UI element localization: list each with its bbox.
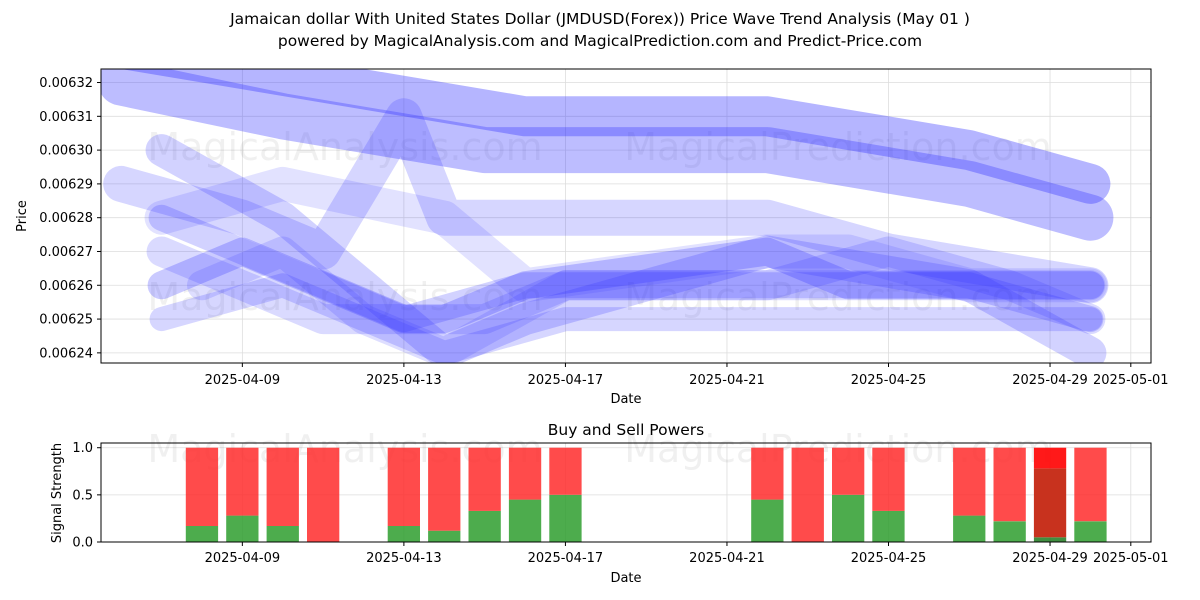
price-x-tick-label: 2025-04-29 <box>1012 373 1088 388</box>
buy-power-bar <box>751 499 784 542</box>
price-x-tick-label: 2025-04-21 <box>689 373 765 388</box>
signal-x-tick-label: 2025-04-13 <box>366 551 442 566</box>
price-x-tick-label: 2025-04-09 <box>205 373 281 388</box>
sell-power-bar <box>1033 447 1067 469</box>
price-wave-line <box>146 236 1106 335</box>
sell-power-bar <box>508 447 542 500</box>
price-y-tick-label: 0.00632 <box>39 76 93 91</box>
price-grid <box>101 69 1151 363</box>
sell-power-bar <box>307 447 340 542</box>
price-x-axis-label: Date <box>610 392 641 407</box>
buy-power-bar <box>993 521 1026 542</box>
sell-power-bar <box>993 447 1026 522</box>
price-axes: 2025-04-09 2025-04-13 2025-04-17 2025-04-21… <box>39 76 1168 388</box>
sell-power-bar <box>832 447 865 495</box>
price-y-axis-label: Price <box>15 200 30 232</box>
price-wave-line <box>149 273 1103 363</box>
signal-y-tick-label: 0.0 <box>72 536 93 551</box>
price-watermark: MagicalAnalysis.com MagicalPrediction.co… <box>147 125 1051 319</box>
price-x-tick-label: 2025-04-25 <box>851 373 927 388</box>
price-x-tick-label: 2025-04-13 <box>366 373 442 388</box>
price-waves <box>101 69 1114 363</box>
sell-power-bar <box>751 447 784 500</box>
signal-y-tick-label: 0.5 <box>72 488 93 503</box>
sell-power-bar <box>266 447 299 526</box>
price-y-tick-label: 0.00627 <box>39 245 93 260</box>
buy-power-bar <box>549 494 582 542</box>
price-plot-frame <box>100 68 1152 364</box>
watermark-left: MagicalAnalysis.com <box>147 125 542 169</box>
watermark-left-2: MagicalAnalysis.com <box>147 275 542 319</box>
signal-x-tick-label: 2025-04-17 <box>528 551 604 566</box>
price-y-tick-label: 0.00630 <box>39 144 93 159</box>
buy-power-bar <box>832 494 865 542</box>
buy-power-bar <box>872 510 905 542</box>
signal-chart-title: Buy and Sell Powers <box>548 421 705 439</box>
sell-power-bar <box>872 447 905 511</box>
price-wave-line <box>145 134 1107 363</box>
price-wave-line <box>187 236 1106 363</box>
signal-plot-frame <box>100 442 1152 543</box>
signal-axes: 2025-04-09 2025-04-13 2025-04-17 2025-04-21… <box>72 441 1168 566</box>
buy-power-bar <box>953 515 986 542</box>
buy-power-bar <box>1033 537 1067 542</box>
price-y-tick-label: 0.00624 <box>39 346 93 361</box>
sell-power-bar <box>226 447 259 516</box>
price-x-tick-label: 2025-05-01 <box>1093 373 1169 388</box>
signal-x-tick-label: 2025-04-25 <box>851 551 927 566</box>
buy-power-bar <box>266 526 299 542</box>
sell-power-bar <box>387 447 420 526</box>
sell-power-bar <box>549 447 582 495</box>
price-wave-line <box>147 237 1105 334</box>
price-y-tick-label: 0.00625 <box>39 313 93 328</box>
chart-title: Jamaican dollar With United States Dolla… <box>230 10 970 28</box>
buy-power-bar <box>226 515 259 542</box>
buy-power-bar <box>1074 521 1107 542</box>
price-wave-line <box>103 98 1109 304</box>
signal-bars <box>185 447 1107 542</box>
price-wave-line <box>121 69 1111 204</box>
buy-power-bar <box>468 510 501 542</box>
price-y-tick-label: 0.00629 <box>39 177 93 192</box>
sell-power-bar <box>953 447 986 516</box>
signal-x-tick-label: 2025-04-21 <box>689 551 765 566</box>
price-y-tick-label: 0.00628 <box>39 211 93 226</box>
sell-power-bar <box>185 447 219 526</box>
signal-x-tick-label: 2025-04-29 <box>1012 551 1088 566</box>
buy-power-bar <box>387 526 420 542</box>
watermark-right: MagicalPrediction.com <box>624 125 1052 169</box>
signal-y-axis-label: Signal Strength <box>50 443 65 543</box>
buy-power-bar <box>508 499 542 542</box>
buy-power-bar <box>185 526 219 542</box>
price-wave-line <box>144 166 1108 303</box>
buy-power-bar <box>428 530 461 542</box>
sell-power-bar <box>468 447 501 511</box>
signal-x-axis-label: Date <box>610 571 641 586</box>
price-y-tick-label: 0.00626 <box>39 279 93 294</box>
sell-power-bar <box>1074 447 1107 522</box>
price-x-tick-label: 2025-04-17 <box>528 373 604 388</box>
chart-subtitle: powered by MagicalAnalysis.com and Magic… <box>277 32 923 50</box>
signal-x-tick-label: 2025-04-09 <box>205 551 281 566</box>
sell-power-bar-dark <box>1033 468 1067 538</box>
signal-x-tick-label: 2025-05-01 <box>1093 551 1169 566</box>
price-y-tick-label: 0.00631 <box>39 110 93 125</box>
price-wave-line <box>148 204 1104 333</box>
price-wave-line <box>101 69 1114 241</box>
watermark-right-2: MagicalPrediction.com <box>624 275 1052 319</box>
sell-power-bar <box>428 447 461 531</box>
signal-y-tick-label: 1.0 <box>72 441 93 456</box>
sell-power-bar <box>791 447 824 542</box>
